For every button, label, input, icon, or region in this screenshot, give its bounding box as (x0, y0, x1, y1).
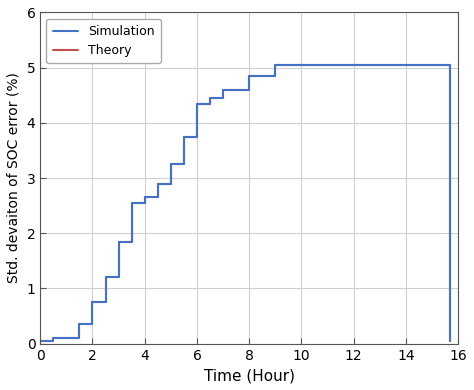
Simulation (129, 200, 135, 205)
Simulation (312, 62, 318, 67)
Theory (142, 200, 147, 205)
Simulation (233, 87, 239, 92)
Simulation (351, 62, 356, 67)
Y-axis label: Std. devaiton of SOC error (%): Std. devaiton of SOC error (%) (7, 73, 21, 284)
Line: Simulation: Simulation (40, 65, 450, 341)
Simulation (447, 339, 453, 343)
Simulation (37, 339, 43, 343)
Simulation (246, 87, 252, 92)
X-axis label: Time (Hour): Time (Hour) (204, 368, 295, 383)
Theory (259, 74, 265, 78)
Theory (142, 195, 147, 200)
Line: Theory: Theory (40, 65, 450, 341)
Theory (447, 62, 453, 67)
Simulation (273, 62, 278, 67)
Theory (273, 62, 278, 67)
Legend: Simulation, Theory: Simulation, Theory (46, 19, 161, 64)
Theory (37, 339, 43, 343)
Theory (285, 62, 291, 67)
Simulation (259, 74, 265, 78)
Theory (447, 339, 453, 343)
Theory (116, 275, 121, 280)
